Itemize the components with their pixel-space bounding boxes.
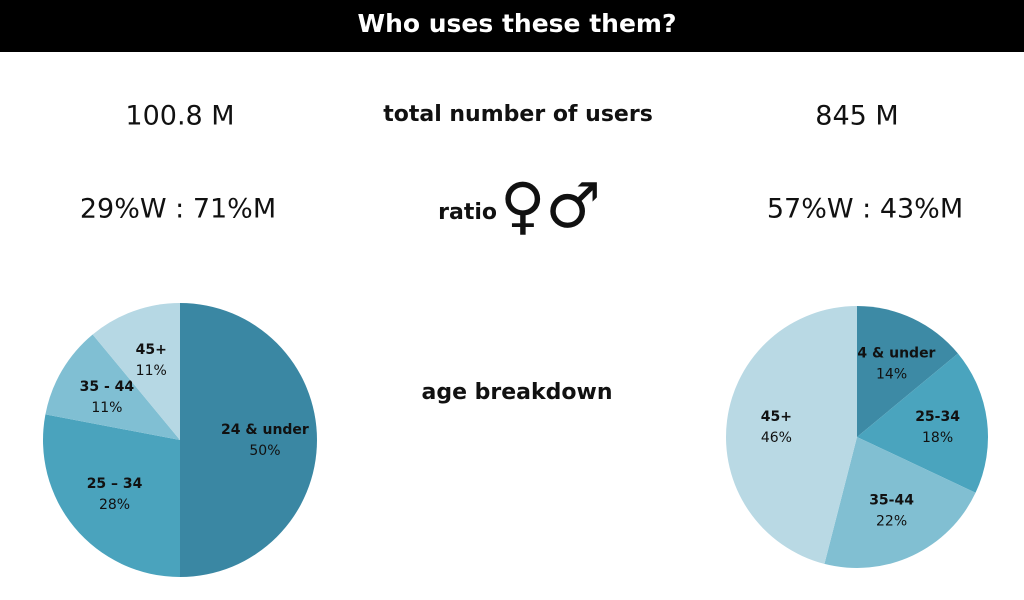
title: Who uses these them? — [358, 9, 677, 38]
left-ratio: 29%W : 71%M — [80, 194, 276, 225]
pie-slice — [857, 306, 958, 437]
slice-value-label: 22% — [876, 513, 907, 529]
pie-slice — [857, 353, 988, 493]
age-label: age breakdown — [421, 380, 612, 405]
pie-slice — [180, 303, 317, 577]
users-label: total number of users — [383, 102, 653, 127]
header-bar — [0, 0, 1024, 52]
pie-slice — [824, 437, 976, 568]
slice-value-label: 11% — [91, 400, 122, 416]
slice-category: 24 & under — [848, 346, 936, 362]
slice-value-label: 14% — [876, 367, 907, 383]
slice-category: 45+ — [761, 409, 792, 425]
pie-slice — [45, 334, 180, 440]
pie-slice — [726, 306, 857, 564]
slice-category: 35-44 — [869, 492, 914, 508]
slice-value-label: 11% — [136, 363, 167, 379]
pie-slice — [42, 414, 180, 577]
slice-value-label: 18% — [922, 430, 953, 446]
slice-category: 45+ — [136, 342, 167, 358]
slice-category: 24 & under — [221, 422, 309, 438]
slice-value-label: 50% — [249, 443, 280, 459]
ratio-label: ratio — [438, 200, 497, 225]
slice-value-label: 28% — [99, 497, 130, 513]
slice-category: 25 – 34 — [87, 476, 143, 492]
right-ratio: 57%W : 43%M — [767, 194, 963, 225]
slice-category: 35 - 44 — [80, 379, 135, 395]
gender-symbols: ♀♂ — [500, 169, 601, 242]
right-users: 845 M — [815, 101, 898, 132]
slice-category: 25-34 — [915, 409, 960, 425]
pie-slice — [92, 303, 180, 440]
slice-value-label: 46% — [761, 430, 792, 446]
left-users: 100.8 M — [125, 101, 234, 132]
